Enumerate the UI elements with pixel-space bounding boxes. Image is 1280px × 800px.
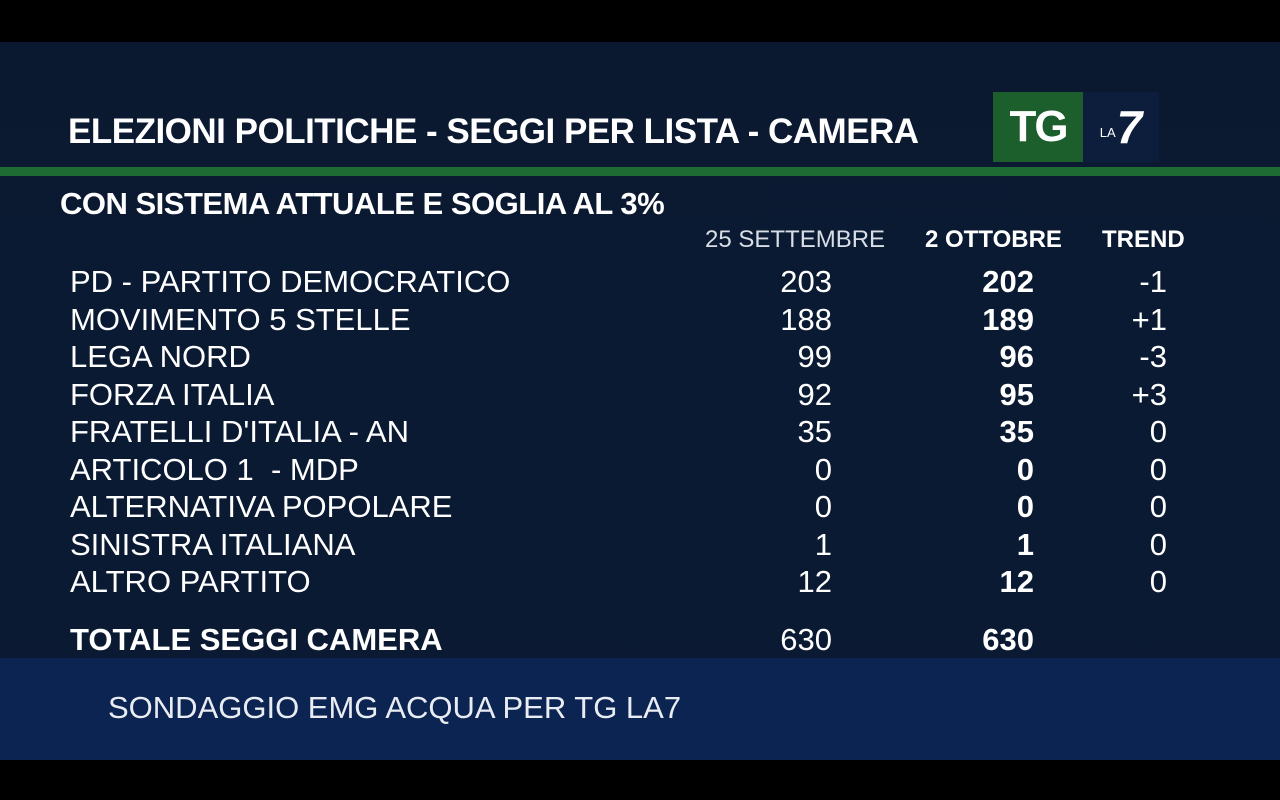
seats-2-ottobre: 35 [999,414,1034,449]
seats-trend: 0 [1149,489,1167,524]
table-row: LEGA NORD 99 96 -3 [0,339,1280,377]
table-row: SINISTRA ITALIANA 1 1 0 [0,527,1280,565]
total-label: TOTALE SEGGI CAMERA [70,622,443,657]
seats-2-ottobre: 96 [999,339,1034,374]
party-name: ALTRO PARTITO [70,564,311,599]
party-name: SINISTRA ITALIANA [70,526,356,562]
table-row: ALTRO PARTITO 12 12 0 [0,564,1280,602]
table-row: MOVIMENTO 5 STELLE 188 189 +1 [0,302,1280,340]
logo-seven: 7 [1116,101,1143,153]
seats-2-ottobre: 0 [1016,451,1034,487]
seats-2-ottobre: 202 [982,264,1034,299]
seats-25-settembre: 0 [814,489,832,524]
seats-trend: 0 [1149,414,1167,449]
party-name: LEGA NORD [70,339,251,374]
party-name: MOVIMENTO 5 STELLE [70,301,411,337]
logo-la7: LA 7 [1083,92,1159,162]
seats-2-ottobre: 0 [1016,489,1034,524]
seats-25-settembre: 92 [797,376,832,412]
graphic-title: ELEZIONI POLITICHE - SEGGI PER LISTA - C… [68,112,919,151]
seats-2-ottobre: 95 [999,376,1034,412]
party-name: FRATELLI D'ITALIA - AN [70,414,409,449]
title-divider [0,167,1280,176]
seats-trend: 0 [1149,451,1167,487]
party-name: FORZA ITALIA [70,376,275,412]
total-25-settembre: 630 [780,622,832,657]
seats-25-settembre: 188 [780,301,832,337]
seats-25-settembre: 99 [797,339,832,374]
column-header-trend: TREND [1102,226,1185,253]
table-row: FRATELLI D'ITALIA - AN 35 35 0 [0,414,1280,452]
column-header-25-settembre: 25 SETTEMBRE [705,226,886,253]
seats-25-settembre: 12 [797,564,832,599]
graphic-subtitle: CON SISTEMA ATTUALE E SOGLIA AL 3% [60,186,665,221]
party-name: PD - PARTITO DEMOCRATICO [70,264,511,299]
column-header-2-ottobre: 2 OTTOBRE [925,226,1062,253]
table-row: PD - PARTITO DEMOCRATICO 203 202 -1 [0,264,1280,302]
logo-tg: TG [993,92,1083,162]
seats-25-settembre: 1 [814,526,832,562]
logo-la: LA [1099,124,1116,140]
seats-trend: -1 [1139,264,1167,299]
source-footer: SONDAGGIO EMG ACQUA PER TG LA7 [0,658,1280,760]
seats-2-ottobre: 12 [999,564,1034,599]
broadcast-graphic: ELEZIONI POLITICHE - SEGGI PER LISTA - C… [0,42,1280,760]
seats-trend: 0 [1149,564,1167,599]
seats-trend: +3 [1131,376,1167,412]
table-row: ALTERNATIVA POPOLARE 0 0 0 [0,489,1280,527]
table-row: ARTICOLO 1 - MDP 0 0 0 [0,452,1280,490]
tg-la7-logo: TG LA 7 [993,92,1159,162]
seats-2-ottobre: 189 [982,301,1034,337]
seats-2-ottobre: 1 [1016,526,1034,562]
seats-25-settembre: 35 [797,414,832,449]
seats-25-settembre: 0 [814,451,832,487]
seats-25-settembre: 203 [780,264,832,299]
seats-trend: 0 [1149,526,1167,562]
seats-trend: +1 [1131,301,1167,337]
party-name: ALTERNATIVA POPOLARE [70,489,453,524]
source-text: SONDAGGIO EMG ACQUA PER TG LA7 [108,690,682,725]
table-row: FORZA ITALIA 92 95 +3 [0,377,1280,415]
total-2-ottobre: 630 [982,622,1034,657]
seats-trend: -3 [1139,339,1167,374]
results-table: PD - PARTITO DEMOCRATICO 203 202 -1 MOVI… [0,264,1280,602]
party-name: ARTICOLO 1 - MDP [70,451,359,487]
